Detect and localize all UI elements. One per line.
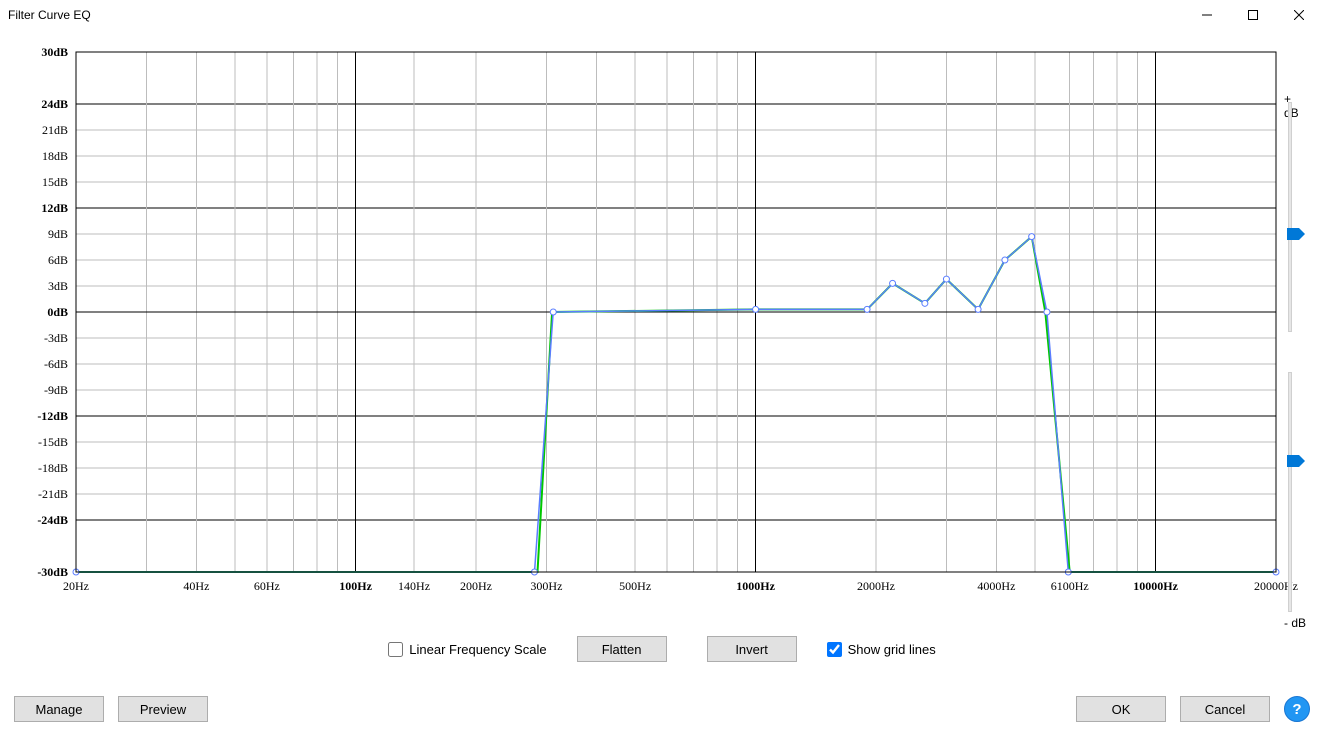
window: Filter Curve EQ 30dB 24dB 21dB 18dB 15dB 12dB… [0, 0, 1324, 736]
svg-text:12dB: 12dB [41, 201, 68, 215]
svg-text:1000Hz: 1000Hz [736, 579, 775, 593]
close-button[interactable] [1276, 0, 1322, 30]
titlebar[interactable]: Filter Curve EQ [0, 0, 1324, 30]
svg-text:0dB: 0dB [47, 305, 68, 319]
svg-text:9dB: 9dB [48, 227, 68, 241]
svg-text:20Hz: 20Hz [63, 579, 89, 593]
content-area: 30dB 24dB 21dB 18dB 15dB 12dB 9dB 6dB 3dB 0dB -3dB… [0, 30, 1324, 736]
db-minus-slider-track[interactable] [1288, 372, 1292, 612]
db-minus-slider-thumb[interactable] [1287, 455, 1305, 467]
svg-text:200Hz: 200Hz [460, 579, 492, 593]
eq-control-point[interactable] [1002, 257, 1008, 263]
svg-text:30dB: 30dB [41, 45, 68, 59]
invert-button[interactable]: Invert [707, 636, 797, 662]
svg-text:40Hz: 40Hz [183, 579, 209, 593]
svg-text:140Hz: 140Hz [398, 579, 430, 593]
bottom-button-row: Manage Preview OK Cancel ? [14, 696, 1310, 722]
svg-text:6100Hz: 6100Hz [1051, 579, 1089, 593]
minimize-button[interactable] [1184, 0, 1230, 30]
svg-text:24dB: 24dB [41, 97, 68, 111]
db-plus-slider-thumb[interactable] [1287, 228, 1305, 240]
slider-bottom-label: - dB [1284, 616, 1306, 630]
grid-lines-label: Show grid lines [848, 642, 936, 657]
svg-text:15dB: 15dB [42, 175, 68, 189]
svg-text:-21dB: -21dB [38, 487, 68, 501]
eq-plot-container: 30dB 24dB 21dB 18dB 15dB 12dB 9dB 6dB 3dB 0dB -3dB… [14, 42, 1310, 622]
svg-text:4000Hz: 4000Hz [977, 579, 1015, 593]
svg-text:100Hz: 100Hz [339, 579, 372, 593]
grid-lines-checkbox[interactable] [827, 642, 842, 657]
preview-button[interactable]: Preview [118, 696, 208, 722]
svg-text:-3dB: -3dB [44, 331, 68, 345]
eq-control-point[interactable] [890, 280, 896, 286]
eq-control-point[interactable] [753, 306, 759, 312]
svg-text:6dB: 6dB [48, 253, 68, 267]
svg-text:2000Hz: 2000Hz [857, 579, 895, 593]
options-row: Linear Frequency Scale Flatten Invert Sh… [14, 636, 1310, 662]
grid-lines-option: Show grid lines [827, 642, 936, 657]
svg-text:-24dB: -24dB [37, 513, 68, 527]
linear-scale-checkbox[interactable] [388, 642, 403, 657]
svg-text:500Hz: 500Hz [619, 579, 651, 593]
linear-scale-label: Linear Frequency Scale [409, 642, 546, 657]
svg-text:-9dB: -9dB [44, 383, 68, 397]
eq-control-point[interactable] [864, 306, 870, 312]
svg-text:10000Hz: 10000Hz [1133, 579, 1178, 593]
eq-control-point[interactable] [922, 300, 928, 306]
svg-text:-30dB: -30dB [37, 565, 68, 579]
eq-control-point[interactable] [1044, 309, 1050, 315]
eq-control-point[interactable] [943, 276, 949, 282]
eq-control-point[interactable] [975, 306, 981, 312]
linear-scale-option: Linear Frequency Scale [388, 642, 546, 657]
svg-text:-12dB: -12dB [37, 409, 68, 423]
db-sliders: + dB - dB [1284, 92, 1308, 630]
help-button[interactable]: ? [1284, 696, 1310, 722]
svg-text:-18dB: -18dB [38, 461, 68, 475]
db-plus-slider-track[interactable] [1288, 102, 1292, 332]
svg-text:3dB: 3dB [48, 279, 68, 293]
svg-text:-15dB: -15dB [38, 435, 68, 449]
eq-control-point[interactable] [550, 309, 556, 315]
svg-text:60Hz: 60Hz [254, 579, 280, 593]
svg-text:-6dB: -6dB [44, 357, 68, 371]
eq-control-point[interactable] [1029, 234, 1035, 240]
window-title: Filter Curve EQ [8, 8, 91, 22]
cancel-button[interactable]: Cancel [1180, 696, 1270, 722]
maximize-button[interactable] [1230, 0, 1276, 30]
ok-button[interactable]: OK [1076, 696, 1166, 722]
eq-plot[interactable]: 30dB 24dB 21dB 18dB 15dB 12dB 9dB 6dB 3dB 0dB -3dB… [14, 42, 1310, 622]
flatten-button[interactable]: Flatten [577, 636, 667, 662]
manage-button[interactable]: Manage [14, 696, 104, 722]
svg-text:300Hz: 300Hz [530, 579, 562, 593]
svg-text:21dB: 21dB [42, 123, 68, 137]
svg-text:18dB: 18dB [42, 149, 68, 163]
